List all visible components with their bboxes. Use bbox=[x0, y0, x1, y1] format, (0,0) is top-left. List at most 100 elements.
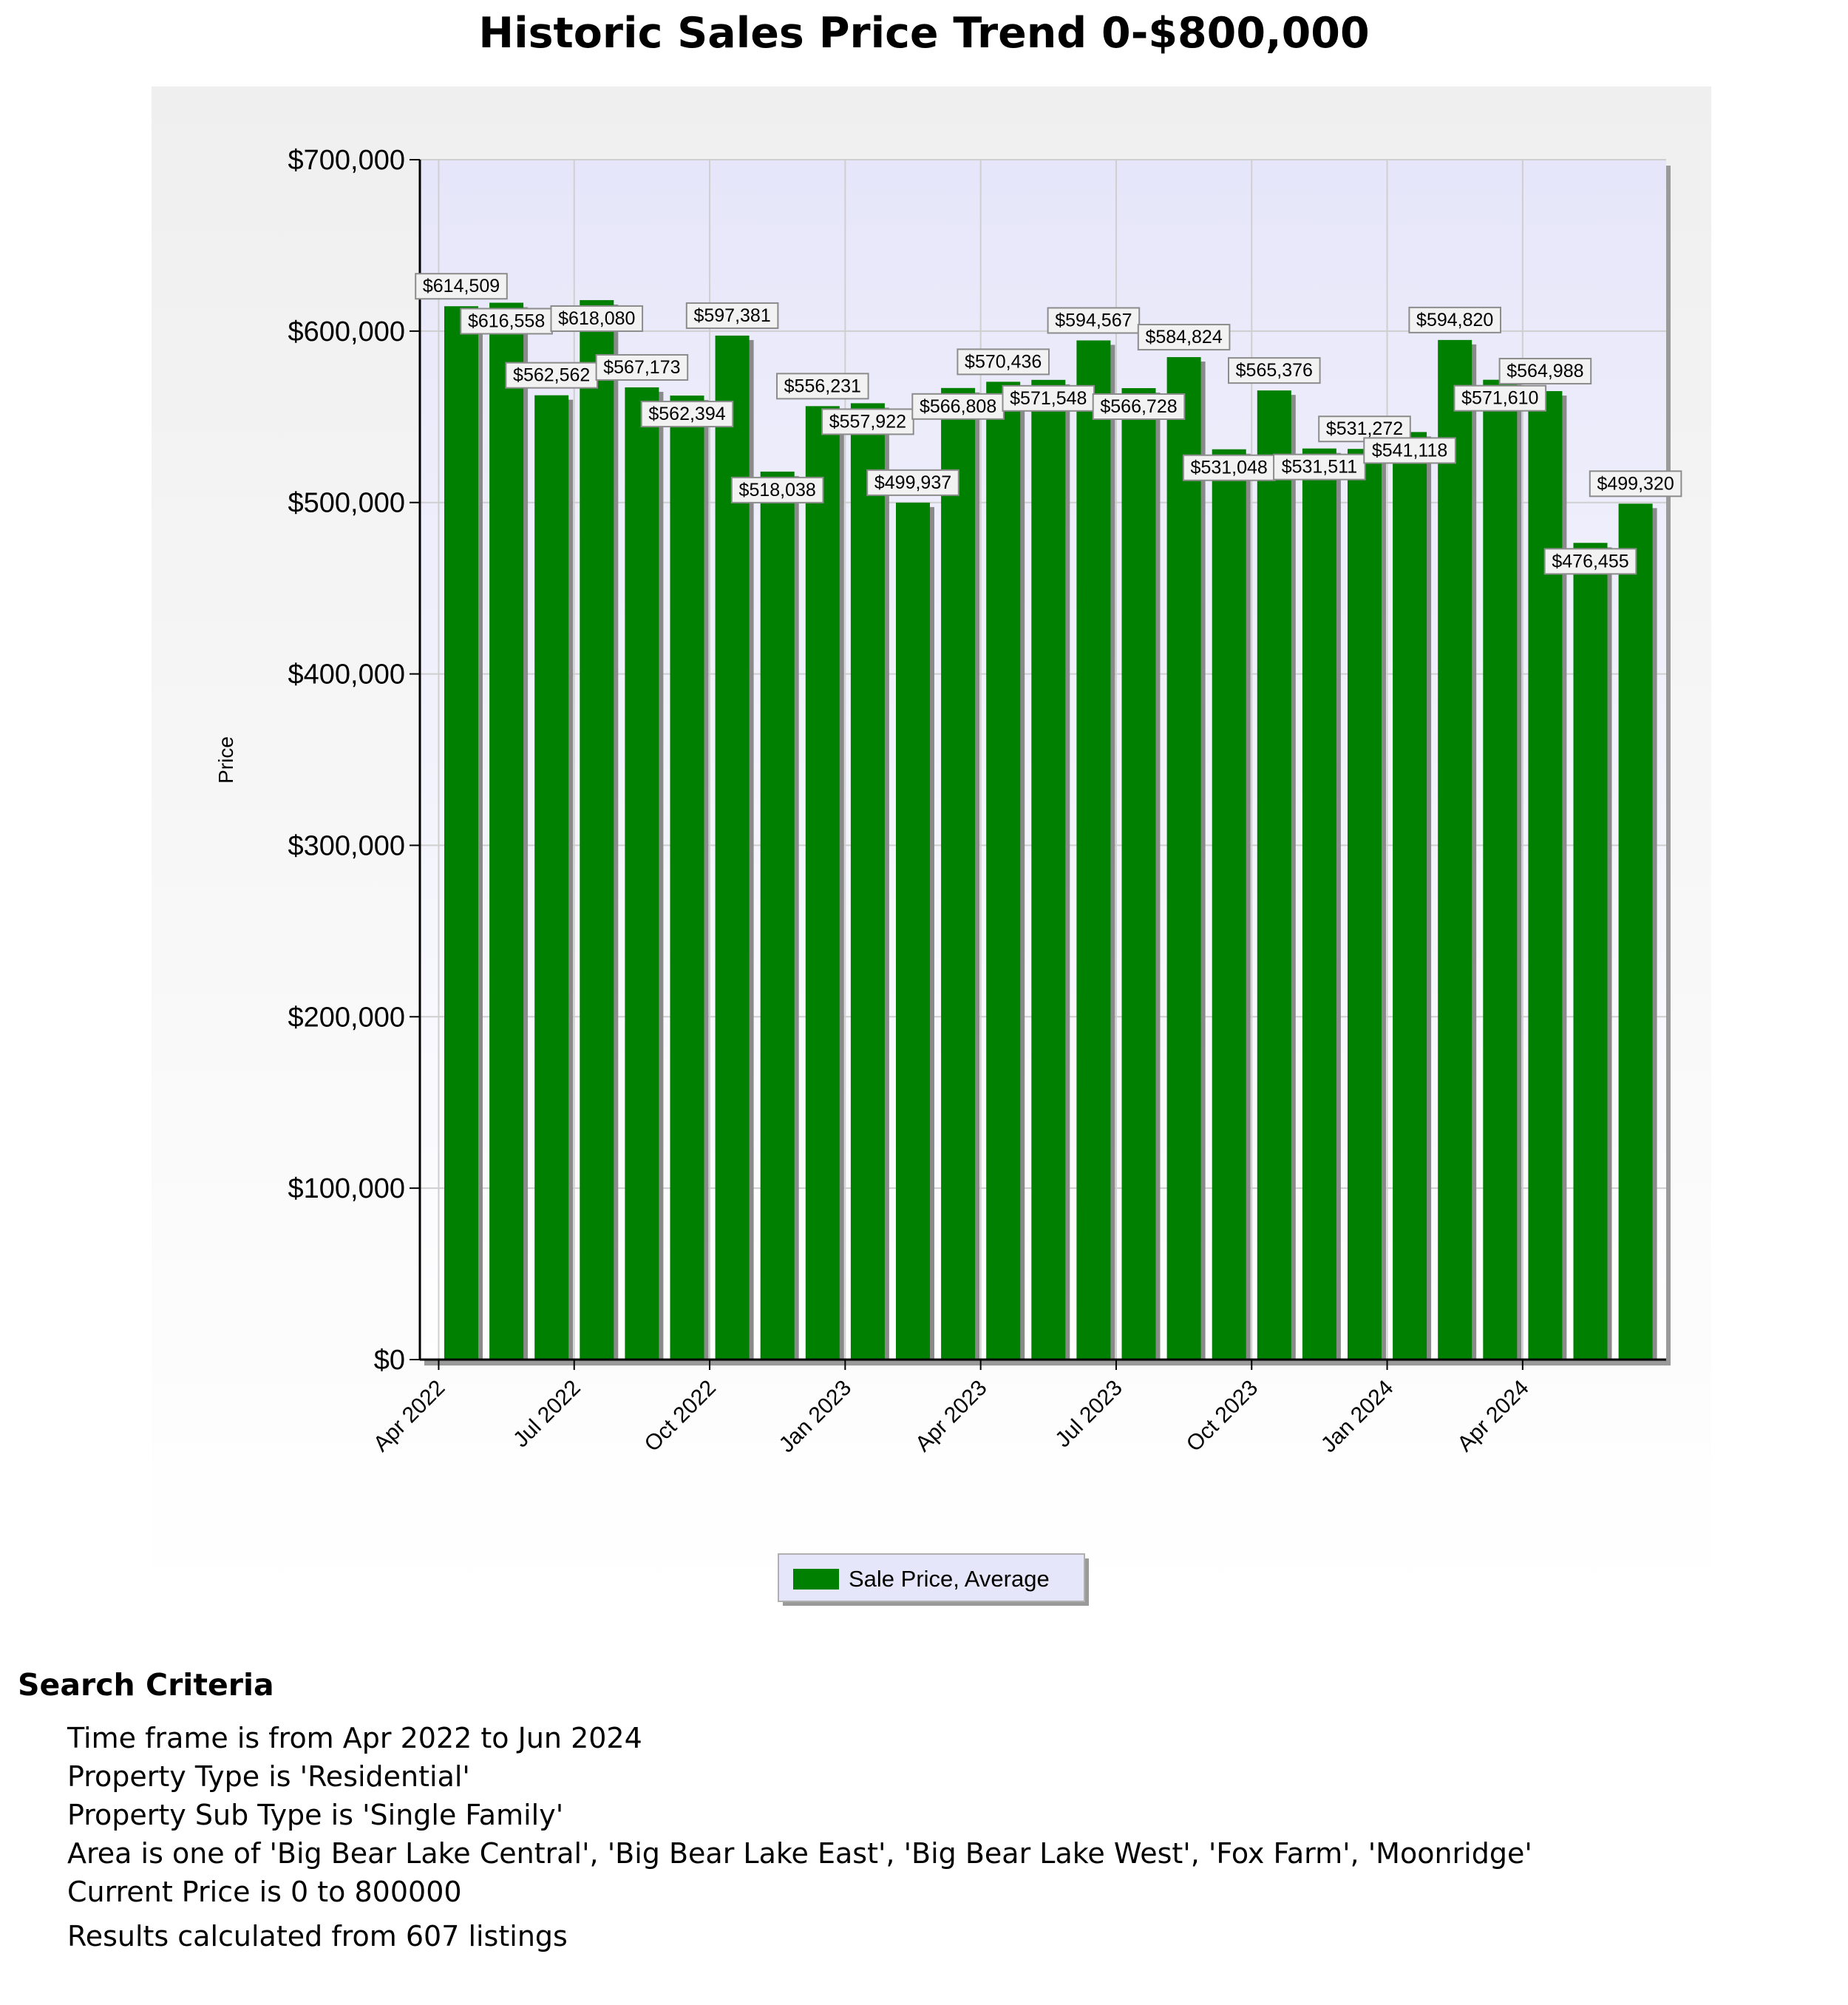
data-label-box bbox=[1182, 454, 1276, 481]
bar bbox=[1031, 379, 1066, 1360]
bar bbox=[1257, 390, 1291, 1360]
results-count: Results calculated from 607 listings bbox=[67, 1920, 568, 1953]
data-label-box bbox=[1363, 437, 1456, 464]
data-label: $557,922 bbox=[829, 411, 906, 432]
data-label: $476,455 bbox=[1552, 551, 1628, 571]
bar bbox=[1483, 379, 1518, 1360]
data-label: $562,562 bbox=[513, 365, 590, 386]
legend-label: Sale Price, Average bbox=[849, 1566, 1050, 1592]
data-label: $567,173 bbox=[603, 357, 680, 378]
data-label: $594,820 bbox=[1416, 310, 1493, 330]
data-label: $562,394 bbox=[648, 404, 725, 424]
y-tick-label: $100,000 bbox=[288, 1173, 406, 1204]
data-label-box bbox=[821, 408, 914, 435]
data-label: $541,118 bbox=[1372, 440, 1447, 461]
data-label: $531,272 bbox=[1326, 418, 1403, 439]
bar bbox=[986, 381, 1021, 1360]
y-tick-label: $0 bbox=[374, 1345, 405, 1376]
data-label-box bbox=[685, 302, 779, 329]
data-label: $618,080 bbox=[558, 308, 635, 329]
criteria-property-type: Property Type is 'Residential' bbox=[67, 1760, 470, 1793]
data-label-box bbox=[866, 469, 959, 496]
bar bbox=[1212, 449, 1246, 1360]
bar bbox=[941, 387, 976, 1360]
criteria-timeframe: Time frame is from Apr 2022 to Jun 2024 bbox=[67, 1722, 642, 1754]
data-label: $594,567 bbox=[1055, 310, 1132, 330]
data-label: $565,376 bbox=[1236, 360, 1313, 381]
search-criteria: Search Criteria Time frame is from Apr 2… bbox=[18, 1667, 1532, 1953]
bar bbox=[670, 396, 704, 1360]
bar bbox=[715, 335, 750, 1360]
data-label: $616,558 bbox=[468, 311, 545, 331]
bar bbox=[1438, 339, 1472, 1360]
data-label-box bbox=[1228, 357, 1321, 384]
data-label: $571,610 bbox=[1461, 388, 1538, 409]
data-label-box bbox=[1589, 470, 1682, 498]
data-label-box bbox=[1543, 548, 1637, 575]
bar bbox=[805, 406, 840, 1360]
data-label: $556,231 bbox=[784, 376, 861, 396]
data-label-box bbox=[415, 273, 508, 300]
data-label: $499,937 bbox=[874, 472, 951, 493]
data-label-box bbox=[1137, 324, 1231, 351]
search-criteria-title: Search Criteria bbox=[18, 1667, 274, 1703]
bar bbox=[1348, 449, 1382, 1360]
data-label-box bbox=[730, 476, 824, 503]
bar bbox=[1166, 357, 1201, 1360]
data-label-box bbox=[640, 401, 734, 428]
data-label-box bbox=[505, 362, 599, 389]
bar bbox=[1121, 388, 1156, 1360]
data-label-box bbox=[1498, 358, 1592, 385]
data-label-box bbox=[911, 393, 1005, 420]
criteria-area: Area is one of 'Big Bear Lake Central', … bbox=[67, 1837, 1532, 1870]
data-label: $614,509 bbox=[423, 276, 500, 296]
data-label-box bbox=[1092, 393, 1186, 421]
criteria-current-price: Current Price is 0 to 800000 bbox=[67, 1876, 462, 1908]
data-label-box bbox=[595, 353, 689, 381]
y-tick-label: $400,000 bbox=[288, 659, 406, 691]
data-label: $597,381 bbox=[693, 305, 770, 326]
data-label: $518,038 bbox=[739, 480, 816, 501]
data-label: $566,808 bbox=[920, 396, 996, 417]
data-label-box bbox=[550, 305, 644, 332]
bar bbox=[760, 471, 795, 1360]
chart: $0 $100,000 $200,000 $300,000 $400,000 $500,0… bbox=[152, 86, 1711, 1606]
bar bbox=[896, 502, 930, 1360]
data-label: $570,436 bbox=[965, 351, 1042, 372]
y-tick-label: $600,000 bbox=[288, 316, 406, 347]
y-tick-label: $300,000 bbox=[288, 830, 406, 861]
bar bbox=[1528, 391, 1563, 1360]
bar bbox=[1618, 503, 1653, 1360]
data-label: $531,511 bbox=[1282, 457, 1357, 478]
page-title: Historic Sales Price Trend 0-$800,000 bbox=[478, 9, 1370, 58]
bar bbox=[489, 302, 524, 1360]
bar bbox=[1302, 448, 1336, 1360]
data-label-box bbox=[776, 373, 869, 400]
y-axis-title: Price bbox=[214, 736, 237, 784]
data-label-box bbox=[957, 348, 1050, 376]
y-tick-label: $500,000 bbox=[288, 488, 406, 519]
data-label-box bbox=[1408, 306, 1502, 333]
legend-swatch bbox=[793, 1569, 839, 1590]
bar bbox=[534, 395, 569, 1360]
data-label: $564,988 bbox=[1506, 361, 1583, 381]
data-label: $531,048 bbox=[1191, 458, 1268, 478]
data-label-box bbox=[1047, 307, 1141, 334]
data-label: $499,320 bbox=[1597, 473, 1674, 494]
data-label: $584,824 bbox=[1145, 327, 1222, 347]
bar bbox=[625, 387, 659, 1360]
bar bbox=[580, 299, 614, 1360]
legend: Sale Price, Average bbox=[778, 1553, 1089, 1606]
data-label-box bbox=[1273, 453, 1366, 481]
y-tick-label: $200,000 bbox=[288, 1002, 406, 1033]
bar bbox=[444, 306, 478, 1360]
y-tick-label: $700,000 bbox=[288, 145, 406, 176]
bar bbox=[1573, 543, 1608, 1360]
bar bbox=[1393, 432, 1427, 1360]
data-label-box bbox=[1453, 384, 1547, 412]
data-label-box bbox=[460, 308, 553, 335]
bar bbox=[850, 403, 885, 1360]
bar bbox=[1076, 340, 1111, 1360]
criteria-property-subtype: Property Sub Type is 'Single Family' bbox=[67, 1799, 564, 1831]
data-label: $566,728 bbox=[1100, 396, 1177, 417]
